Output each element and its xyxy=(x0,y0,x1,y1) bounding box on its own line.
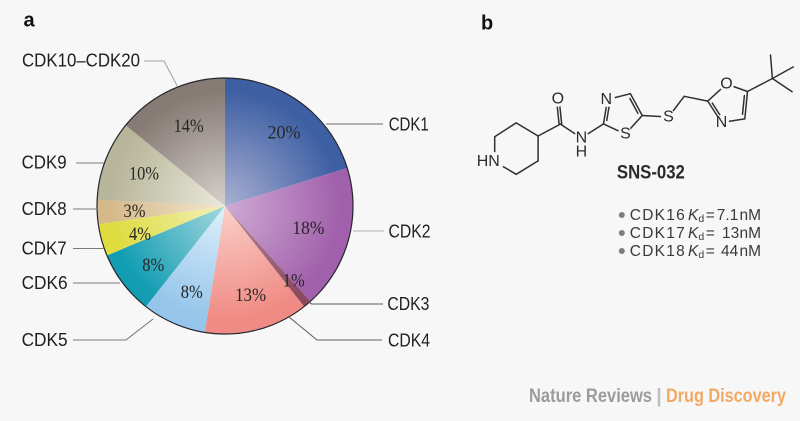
svg-text:a: a xyxy=(24,10,36,32)
svg-text:Nature Reviews: Nature Reviews xyxy=(529,386,652,407)
svg-text:CDK8: CDK8 xyxy=(22,199,67,219)
svg-text:14%: 14% xyxy=(174,116,204,137)
svg-text:8%: 8% xyxy=(142,255,164,276)
svg-text:H: H xyxy=(576,144,588,161)
svg-text:CDK5: CDK5 xyxy=(22,330,68,350)
svg-text:CDK3: CDK3 xyxy=(387,294,429,314)
svg-text:b: b xyxy=(481,13,493,35)
svg-text:CDK2: CDK2 xyxy=(389,222,431,242)
svg-text:1%: 1% xyxy=(283,271,305,292)
svg-text:4%: 4% xyxy=(129,224,151,245)
svg-text:SNS-032: SNS-032 xyxy=(617,163,685,184)
svg-text:N: N xyxy=(601,91,613,108)
svg-text:3%: 3% xyxy=(124,201,146,222)
svg-text:CDK1: CDK1 xyxy=(389,115,429,135)
svg-text:S: S xyxy=(663,109,674,126)
svg-text:O: O xyxy=(720,76,732,93)
svg-text:CDK10–CDK20: CDK10–CDK20 xyxy=(22,51,140,71)
svg-text:N: N xyxy=(576,130,588,147)
svg-text:20%: 20% xyxy=(268,123,301,144)
svg-text:13%: 13% xyxy=(235,285,266,306)
svg-text:N: N xyxy=(716,114,728,131)
svg-text:8%: 8% xyxy=(181,282,203,303)
svg-text:CDK6: CDK6 xyxy=(22,273,68,293)
svg-text:CDK9: CDK9 xyxy=(22,153,67,173)
svg-text:O: O xyxy=(552,91,564,108)
svg-text:10%: 10% xyxy=(129,164,159,185)
svg-text:S: S xyxy=(620,126,631,143)
svg-text:18%: 18% xyxy=(292,218,324,239)
svg-text:HN: HN xyxy=(477,153,500,170)
svg-text:CDK4: CDK4 xyxy=(388,331,430,351)
svg-text:Drug Discovery: Drug Discovery xyxy=(666,386,786,407)
svg-text:CDK7: CDK7 xyxy=(22,239,67,259)
svg-text:|: | xyxy=(656,386,661,407)
